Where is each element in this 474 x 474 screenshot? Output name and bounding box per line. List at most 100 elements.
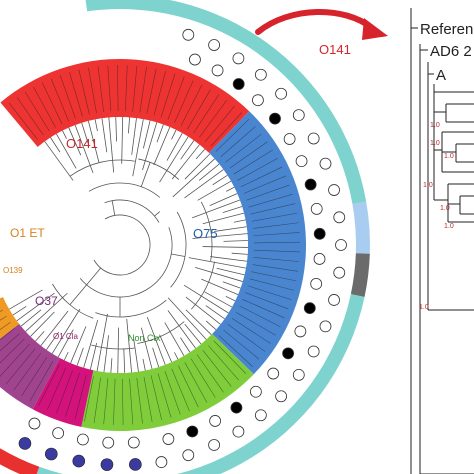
tree-branch [166,132,183,161]
tree-branch [76,347,84,366]
bootstrap-value: 1.0 [419,304,429,311]
tip-label [29,360,54,402]
clade-label-o37: O37 [35,294,58,308]
tree-branch [63,351,69,361]
tree-branch [40,310,69,346]
tree-branch [35,330,45,342]
tree-branch [44,141,74,181]
tip-label [47,367,67,410]
tip-label [0,321,11,331]
tree-branch [126,318,132,373]
open-dot [252,94,264,107]
tip-label [253,249,300,253]
tree-branch [174,352,179,360]
tree-branch [191,199,240,219]
tree-branch [222,281,241,289]
tree-branch [121,117,124,164]
open-dot [249,385,262,398]
tree-branch [225,296,236,302]
tree-branch [159,136,189,183]
tree-branch [9,289,43,310]
open-dot [254,409,267,422]
open-dot [313,253,326,265]
tree-branch [164,322,185,357]
open-dot [254,68,267,81]
open-dot [333,266,346,279]
tree-branch [167,297,207,340]
tree-arc [170,211,187,288]
tree-branch [94,119,98,132]
tip-label [164,371,181,415]
tip-label [247,285,292,301]
clade-sector [32,358,94,427]
tree-branch [180,140,195,160]
tree-branch [167,310,196,349]
tree-branch [142,122,158,171]
tip-label [117,65,119,112]
tip-label [178,365,199,408]
tree-branch [226,186,235,192]
tip-label [84,376,94,422]
tree-arc [91,344,135,350]
tree-branch [188,257,246,269]
clade-label-o141: O141 [66,136,98,151]
open-dot [319,320,332,333]
open-dot [232,425,245,438]
outer-ring-segment [352,201,371,254]
tree-branch [57,329,74,358]
tip-label [8,102,38,140]
outer-ring-segment [0,448,40,474]
tree-branch [81,122,89,144]
clade-label-o1-et: O1 ET [10,226,45,240]
tree-branch [20,309,42,327]
tip-label [252,264,299,272]
tip-label [231,318,271,344]
open-dot [292,369,305,381]
rect-tree-label-a: A [436,67,446,84]
tip-label [125,65,128,112]
open-dot [328,184,340,196]
bootstrap-value: 1.0 [440,205,450,212]
tree-branch [210,256,248,262]
clade-sector [81,333,254,431]
outer-ring-segment [36,294,365,474]
tree-branch [192,233,248,239]
open-dot [283,133,296,145]
open-dot [232,52,245,65]
tip-label [202,350,232,387]
rectangular-subtree: Referen AD6 2 A 1.0 1.0 1.0 1.0 [410,8,474,474]
open-dot [294,325,307,338]
tip-label [223,329,260,360]
tip-label [225,133,262,163]
tip-label [113,378,116,425]
tip-label [245,292,289,310]
tip-label [0,343,30,377]
tip-label [50,78,69,122]
tree-branch [212,174,228,186]
bootstrap-value: 1.0 [444,153,454,160]
open-dot [208,39,220,51]
tree-branch [133,339,139,372]
tree-branch [101,118,108,153]
tip-label [220,126,256,157]
tree-branch [185,296,221,325]
tree-branch [184,323,202,345]
open-dot [182,449,195,462]
tree-branch [201,278,239,295]
open-dot [211,64,224,77]
tree-branch [110,358,113,373]
open-dot [319,157,332,170]
tree-branch [184,153,211,180]
tip-label [252,222,299,229]
tip-label [210,112,243,147]
tree-branch [131,118,137,155]
tree-arc [200,201,213,262]
tree-branch [214,226,247,232]
outer-ring-segment [350,253,370,297]
tip-label [0,333,20,352]
tree-arc [93,214,151,276]
tree-branch [171,253,186,257]
open-dot [52,427,65,439]
tip-label [193,94,220,134]
